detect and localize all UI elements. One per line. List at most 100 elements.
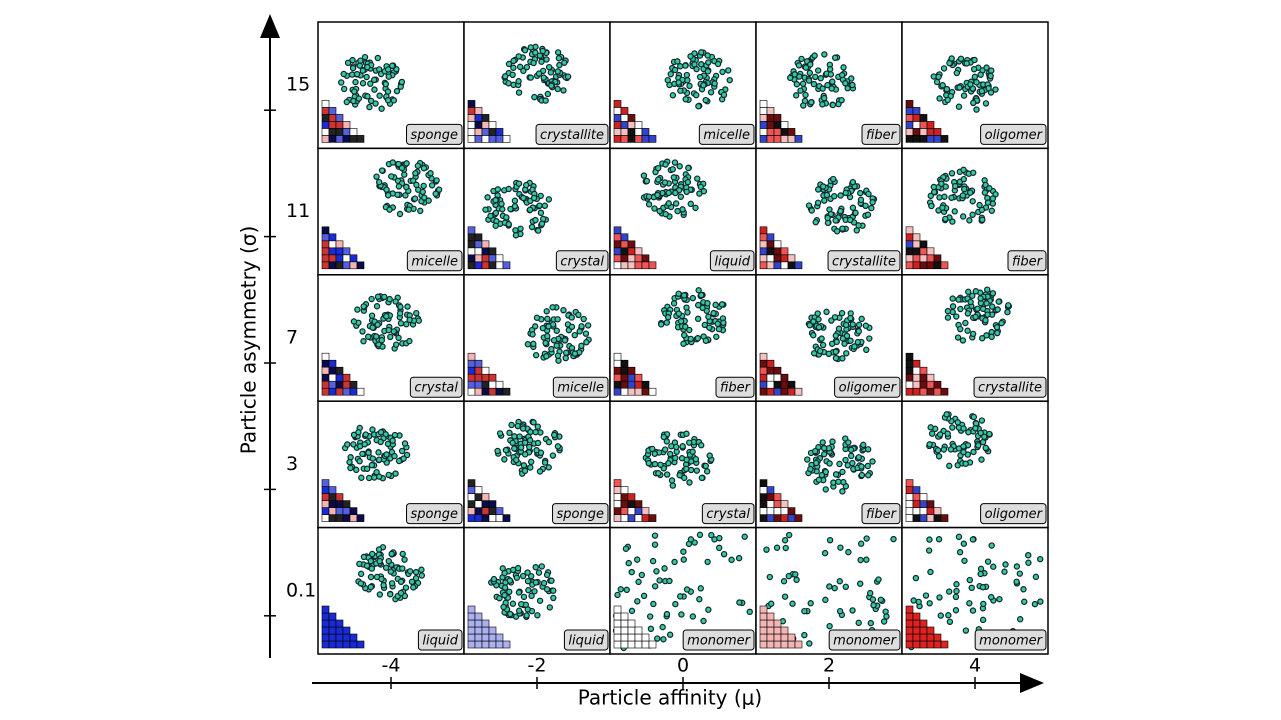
particle [350,97,357,105]
particle [977,570,984,578]
particle [389,437,396,444]
matrix-cell [502,640,511,649]
particle [849,321,856,328]
particle [365,333,372,340]
particle [818,335,825,342]
particle [505,60,513,68]
matrix-cell [481,387,490,396]
particle [890,535,897,543]
matrix-cell [634,380,643,389]
matrix-cell [773,373,782,382]
particle [837,207,844,215]
particle [792,92,800,99]
matrix-cell [495,128,504,136]
matrix-cell [905,135,914,143]
particle [819,85,826,92]
particle [962,460,969,467]
matrix-cell [474,359,483,368]
particle [849,607,856,614]
particle [697,183,704,191]
particle [676,163,683,170]
particle [482,206,489,213]
particle [694,315,702,323]
matrix-cell [328,366,337,375]
matrix-cell [342,121,351,129]
particle [406,568,414,575]
particle [696,73,704,81]
particle [414,162,422,170]
matrix-cell [634,507,643,515]
particle [368,565,376,572]
matrix-cell [495,640,504,649]
particle [978,87,986,95]
particle [698,474,706,482]
particle [540,579,548,587]
matrix-cell [613,640,622,649]
matrix-cell [335,500,344,508]
particle [511,197,519,204]
particle [819,439,826,446]
matrix-cell [905,380,914,389]
particle [966,217,973,224]
particle [703,468,711,475]
particle [553,327,560,334]
x-tick-label: 0 [677,655,689,677]
particle [364,93,371,100]
matrix-cell [321,612,330,621]
particle [387,590,394,598]
matrix-cell [467,500,476,508]
matrix-cell [488,254,497,263]
y-tick-label: 3 [286,453,298,475]
particle [883,613,890,620]
matrix-cell [919,380,928,389]
particle [819,183,827,190]
particle [836,607,844,615]
particle [410,584,417,591]
panel-label: crystal [706,507,750,522]
particle [952,182,959,190]
matrix-cell [905,387,914,396]
matrix-cell [634,500,643,508]
matrix-cell [613,114,622,122]
particle [354,306,361,313]
particle [377,438,384,446]
particle [718,301,726,308]
matrix-cell [627,128,636,136]
matrix-cell [467,514,476,522]
matrix-cell [495,261,504,270]
particle [682,323,689,330]
panel-label-box [834,376,901,398]
particle [705,59,712,66]
particle [970,448,977,456]
matrix-cell [467,247,476,256]
matrix-cell [474,493,483,501]
matrix-cell [766,359,775,368]
particle [371,474,378,481]
matrix-cell [912,500,921,508]
particle [822,596,829,604]
particle [851,343,858,350]
matrix-cell [613,626,622,635]
matrix-cell [773,507,782,515]
particle [988,207,996,214]
particle [993,324,1001,331]
matrix-cell [926,261,935,270]
particle [544,332,551,340]
particle [832,471,840,478]
particle [855,619,862,627]
particle [670,174,678,181]
particle [832,217,839,224]
particle [505,185,512,193]
matrix-cell [759,107,768,115]
particle [939,82,946,89]
matrix-cell [467,619,476,628]
particle [825,350,833,358]
particle [388,173,395,180]
particle [855,454,863,461]
particle [678,611,685,618]
particle [810,331,817,339]
particle [498,200,505,208]
matrix-cell [905,605,914,614]
matrix-cell [919,500,928,508]
x-tick-label: 2 [823,655,835,677]
